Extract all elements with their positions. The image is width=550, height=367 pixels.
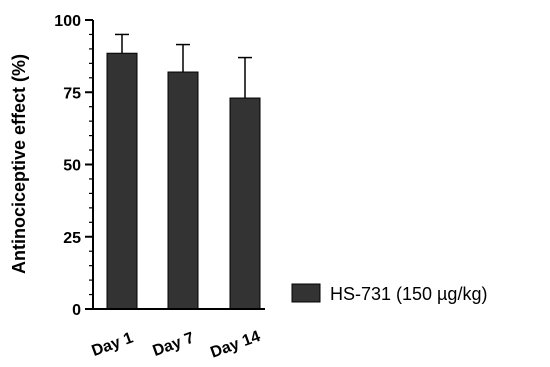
y-tick-label: 0 xyxy=(72,302,81,319)
y-axis-title: Antinociceptive effect (%) xyxy=(9,54,29,274)
legend-label: HS-731 (150 µg/kg) xyxy=(330,284,487,304)
y-tick-label: 50 xyxy=(63,158,81,175)
bar xyxy=(229,97,261,310)
x-tick-label: Day 14 xyxy=(208,328,262,362)
x-tick-label: Day 7 xyxy=(150,329,196,360)
bar xyxy=(167,71,199,310)
y-tick-label: 100 xyxy=(54,13,81,30)
plot-area: Day 1 Day 7 Day 14 0 25 50 75 100 xyxy=(54,13,265,362)
x-tick-label: Day 1 xyxy=(89,329,135,360)
legend: HS-731 (150 µg/kg) xyxy=(291,283,487,304)
y-tick-label: 25 xyxy=(63,230,81,247)
legend-swatch xyxy=(291,283,321,303)
bar xyxy=(106,52,138,310)
y-tick-label: 75 xyxy=(63,85,81,102)
